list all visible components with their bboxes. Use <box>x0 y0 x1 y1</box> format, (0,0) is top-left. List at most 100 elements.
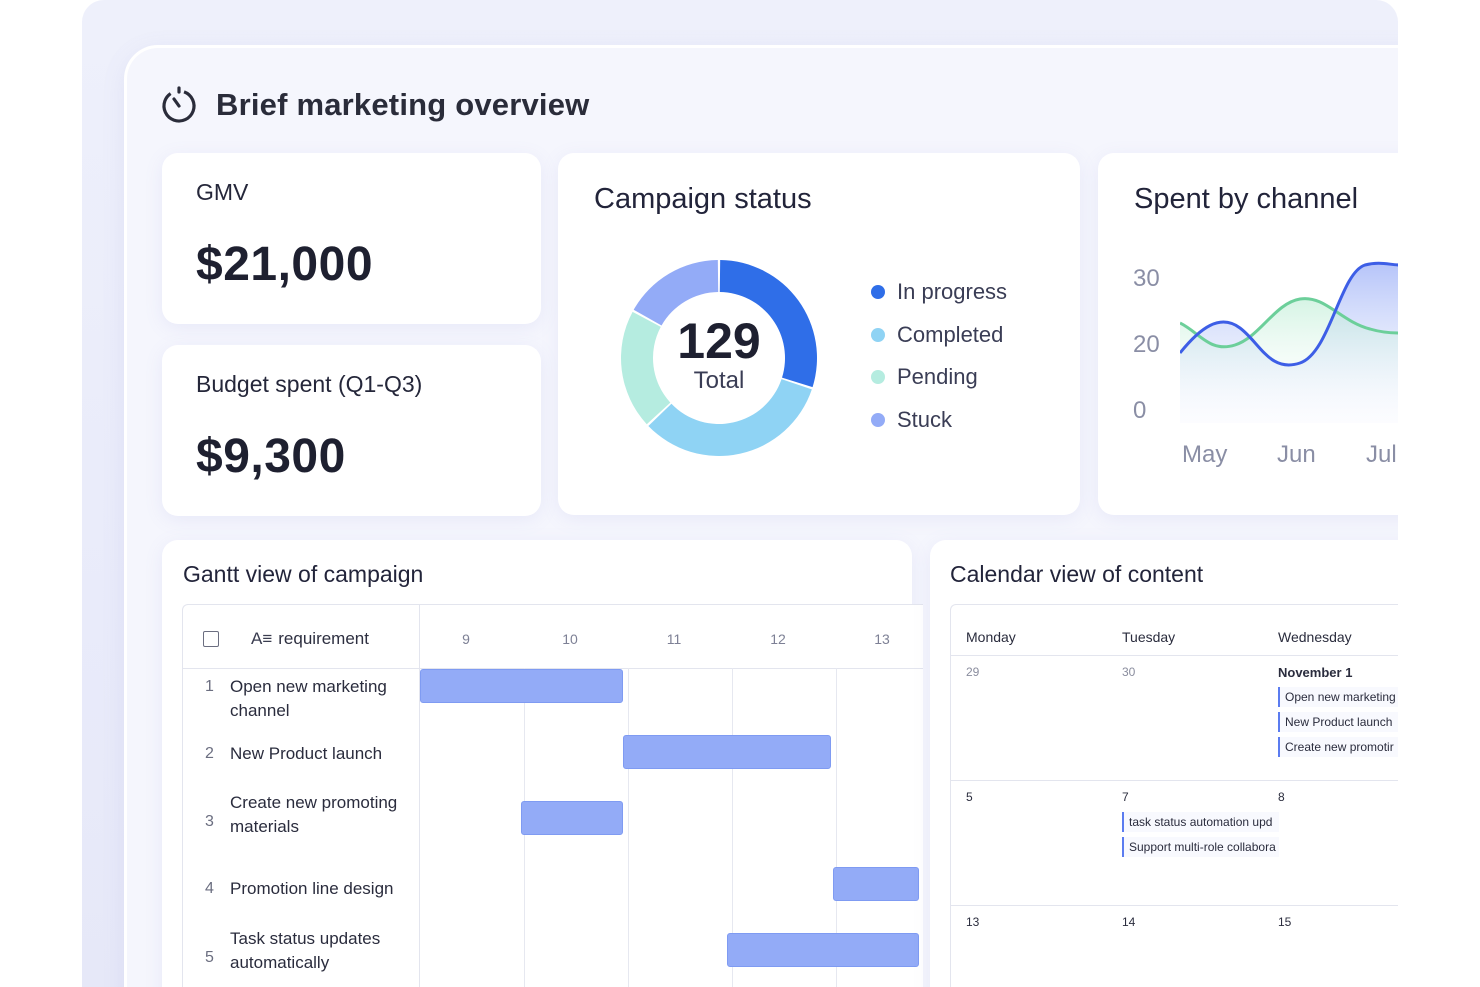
legend-label: Stuck <box>897 406 953 432</box>
blue-series-line <box>1180 261 1398 367</box>
calendar-date[interactable]: 14 <box>1122 915 1136 929</box>
donut-slice-in-progress <box>719 260 817 388</box>
legend-dot <box>871 370 885 385</box>
gantt-table: A≡ requirement 9 10 11 12 13 1 Open new marke… <box>182 604 923 987</box>
gantt-row-number: 5 <box>205 949 214 966</box>
calendar-date[interactable]: 7 <box>1122 790 1129 804</box>
gantt-bar[interactable] <box>420 669 623 703</box>
calendar-week-divider <box>951 780 1398 781</box>
gantt-gridline <box>732 668 733 987</box>
gantt-row-number: 2 <box>205 745 214 762</box>
legend-dot <box>871 327 885 342</box>
gantt-row-label[interactable]: Open new marketing channel <box>230 677 387 720</box>
gantt-row-number: 1 <box>205 678 214 695</box>
x-tick-jun: Jun <box>1277 441 1316 468</box>
gantt-day-13: 13 <box>874 631 890 647</box>
green-series-line <box>1180 297 1398 349</box>
calendar-day-wednesday: Wednesday <box>1278 629 1352 645</box>
calendar-week-divider <box>951 905 1398 906</box>
calendar-card: Calendar view of content Monday Tuesday We… <box>930 540 1398 987</box>
x-tick-may: May <box>1182 441 1228 468</box>
calendar-date[interactable]: November 1 <box>1278 665 1353 680</box>
gmv-label: GMV <box>196 179 249 205</box>
timer-icon <box>162 86 196 123</box>
gantt-row-label[interactable]: New Product launch <box>230 744 383 763</box>
calendar-date[interactable]: 13 <box>966 915 980 929</box>
donut-total-label: Total <box>693 367 745 394</box>
legend-label: Pending <box>897 364 978 390</box>
page-header: Brief marketing overview <box>160 84 590 126</box>
gantt-day-11: 11 <box>666 631 682 647</box>
calendar-event[interactable]: task status automation upd <box>1122 812 1279 832</box>
select-all-checkbox[interactable] <box>203 631 219 647</box>
y-tick-30: 30 <box>1133 265 1160 292</box>
spent-by-channel-title: Spent by channel <box>1134 183 1359 215</box>
campaign-status-card: Campaign status 129 Total In progress Com… <box>558 153 1080 515</box>
spent-line-chart <box>1180 261 1398 423</box>
calendar-event[interactable]: Support multi-role collabora <box>1122 837 1279 857</box>
gantt-day-9: 9 <box>462 631 470 647</box>
calendar-day-monday: Monday <box>966 629 1016 645</box>
gantt-day-12: 12 <box>770 631 786 647</box>
text-field-icon: A≡ <box>251 629 273 648</box>
gantt-row-label[interactable]: Create new promoting materials <box>230 793 398 836</box>
budget-label: Budget spent (Q1-Q3) <box>196 371 423 397</box>
legend-item-completed: Completed <box>871 314 1007 357</box>
gantt-gridline <box>628 668 629 987</box>
y-tick-20: 20 <box>1133 331 1160 358</box>
gantt-row-label[interactable]: Promotion line design <box>230 879 394 898</box>
calendar-event[interactable]: Open new marketing <box>1278 687 1398 707</box>
gmv-value: $21,000 <box>196 238 374 291</box>
gantt-column-divider <box>419 605 420 987</box>
gantt-row-label[interactable]: Task status updates automatically <box>230 929 381 972</box>
campaign-status-donut <box>621 260 817 456</box>
gantt-bar[interactable] <box>520 801 623 835</box>
donut-total-number: 129 <box>677 313 761 369</box>
donut-center: 129 Total <box>654 315 784 395</box>
calendar-date[interactable]: 15 <box>1278 915 1292 929</box>
calendar-date[interactable]: 30 <box>1122 665 1136 679</box>
calendar-table: Monday Tuesday Wednesday 29 30 November 1 Open… <box>950 604 1398 987</box>
donut-slice-completed <box>648 379 812 456</box>
campaign-status-title: Campaign status <box>594 183 812 215</box>
calendar-title: Calendar view of content <box>950 561 1204 587</box>
calendar-day-tuesday: Tuesday <box>1122 629 1176 645</box>
gantt-row-number: 3 <box>205 813 214 830</box>
requirement-column-header[interactable]: A≡ requirement <box>251 629 369 649</box>
page-title: Brief marketing overview <box>216 87 590 122</box>
gantt-gridline <box>836 668 837 987</box>
legend-item-stuck: Stuck <box>871 399 1007 442</box>
budget-value: $9,300 <box>196 430 346 483</box>
legend-item-pending: Pending <box>871 356 1007 399</box>
requirement-header-label: requirement <box>278 629 369 648</box>
calendar-event[interactable]: New Product launch <box>1278 712 1398 732</box>
calendar-date[interactable]: 29 <box>966 665 980 679</box>
gmv-card: GMV $21,000 <box>162 153 541 324</box>
gantt-bar[interactable] <box>832 867 920 901</box>
calendar-week-divider <box>951 655 1398 656</box>
green-series-area <box>1180 298 1398 423</box>
legend-dot <box>871 412 885 427</box>
y-tick-0: 0 <box>1133 397 1147 424</box>
legend-label: In progress <box>897 279 1008 305</box>
spent-by-channel-card: Spent by channel 30 20 0 May Jun Jul <box>1098 153 1398 515</box>
calendar-date[interactable]: 8 <box>1278 790 1285 804</box>
legend-dot <box>871 285 885 300</box>
donut-slice-stuck <box>633 260 719 326</box>
budget-card: Budget spent (Q1-Q3) $9,300 <box>162 345 541 516</box>
campaign-status-legend: In progress Completed Pending Stuck <box>871 271 1007 441</box>
gantt-header <box>183 605 923 669</box>
gantt-bar[interactable] <box>726 933 920 967</box>
gantt-bar[interactable] <box>622 735 831 769</box>
calendar-date[interactable]: 5 <box>966 790 973 804</box>
gantt-day-10: 10 <box>562 631 578 647</box>
gantt-card: Gantt view of campaign A≡ requirement 9 1… <box>162 540 923 987</box>
x-tick-jul: Jul <box>1366 441 1397 468</box>
gantt-title: Gantt view of campaign <box>183 561 424 587</box>
legend-item-in-progress: In progress <box>871 271 1007 314</box>
calendar-event[interactable]: Create new promotir <box>1278 737 1398 757</box>
donut-slice-pending <box>621 311 671 425</box>
page-clip: Brief marketing overview GMV $21,000 Bud… <box>82 0 1398 987</box>
gantt-row-number: 4 <box>205 880 214 897</box>
legend-label: Completed <box>897 321 1004 347</box>
